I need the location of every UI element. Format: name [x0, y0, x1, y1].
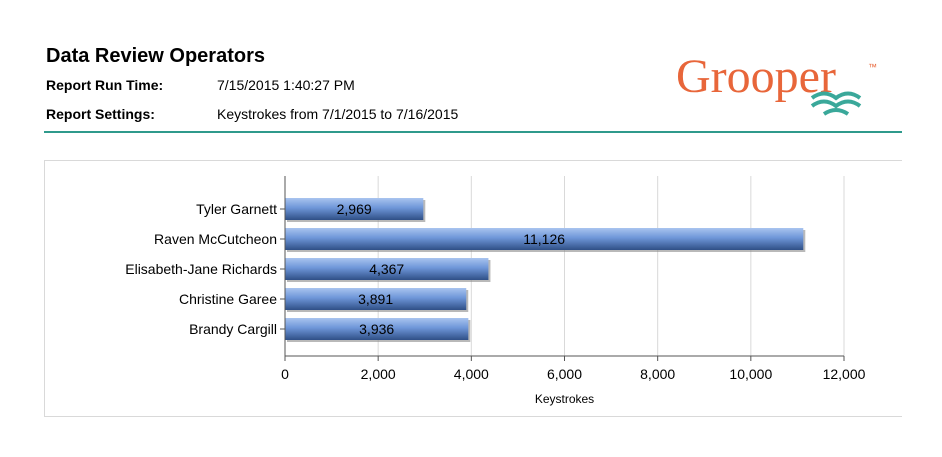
settings-label: Report Settings: [46, 106, 155, 122]
bar-value-label: 3,936 [359, 321, 394, 337]
bar-value-label: 3,891 [358, 291, 393, 307]
settings-value: Keystrokes from 7/1/2015 to 7/16/2015 [217, 106, 459, 122]
category-label: Tyler Garnett [196, 201, 277, 217]
x-tick-label: 0 [281, 366, 289, 382]
logo-wave-3 [822, 108, 850, 116]
logo-text: Grooper [676, 50, 836, 103]
x-tick-label: 10,000 [729, 366, 772, 382]
x-tick-label: 4,000 [454, 366, 489, 382]
bar-value-label: 4,367 [369, 261, 404, 277]
x-tick-label: 2,000 [361, 366, 396, 382]
header-rule [44, 131, 902, 133]
category-label: Brandy Cargill [189, 321, 277, 337]
bar [285, 318, 469, 340]
x-tick-label: 8,000 [640, 366, 675, 382]
logo-wave-2 [810, 99, 862, 109]
run-time-label: Report Run Time: [46, 77, 164, 93]
x-axis-title: Keystrokes [535, 392, 594, 406]
bars: 2,969 11,126 4,367 3,891 3,936 [285, 198, 806, 342]
axes: 0 2,000 4,000 6,000 8,000 10,000 12,000 Tyler G… [125, 176, 866, 406]
run-time-value: 7/15/2015 1:40:27 PM [217, 77, 355, 93]
logo-wave-1 [810, 91, 862, 101]
category-label: Elisabeth-Jane Richards [125, 261, 277, 277]
bar [285, 228, 804, 250]
bar-value-label: 11,126 [523, 231, 565, 247]
logo-tm: ™ [868, 62, 877, 72]
category-label: Christine Garee [179, 291, 277, 307]
bar [285, 198, 424, 220]
bar-value-label: 2,969 [337, 201, 372, 217]
category-label: Raven McCutcheon [154, 231, 277, 247]
chart-panel: 2,969 11,126 4,367 3,891 3,936 0 2,000 4,000 6,… [44, 160, 902, 417]
x-tick-label: 12,000 [823, 366, 866, 382]
x-tick-label: 6,000 [547, 366, 582, 382]
bar [285, 288, 467, 310]
bar-chart: 2,969 11,126 4,367 3,891 3,936 0 2,000 4,000 6,… [125, 176, 866, 406]
report-title: Data Review Operators [46, 45, 265, 67]
grooper-logo: Grooper ™ [676, 50, 877, 116]
bar [285, 258, 489, 280]
